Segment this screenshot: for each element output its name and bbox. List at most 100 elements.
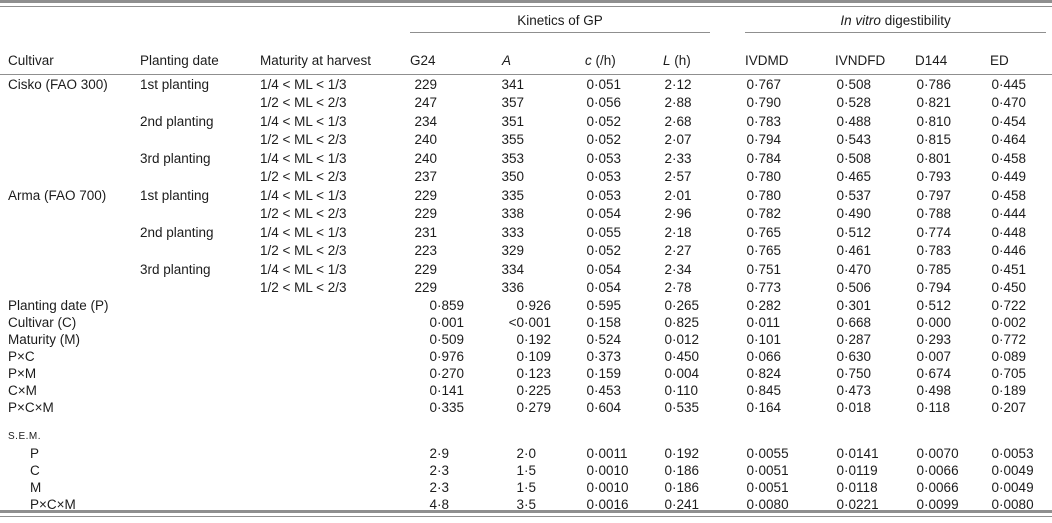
cell-ivdmd: 0·824	[746, 365, 782, 381]
column-header-ivdmd: IVDMD	[745, 33, 836, 75]
cell-planting-date	[140, 205, 260, 224]
cell-ivdmd: 0·794	[746, 132, 782, 147]
cell-g24: 234	[414, 113, 437, 129]
cell-c-per-h: 0·054	[586, 261, 622, 277]
group-header-invitro-cell: In vitro digestibility	[745, 7, 1052, 33]
table-bottom-rule-thin	[0, 516, 1052, 517]
cell-a: 0·192	[516, 331, 552, 347]
cell-d144: 0·007	[916, 348, 952, 364]
cell-cultivar	[0, 205, 140, 224]
row-label: P×C×M	[30, 496, 76, 512]
cell-g24: 0·141	[429, 382, 465, 398]
cell-g24: 240	[414, 132, 437, 147]
row-label: P	[30, 445, 40, 461]
cell-l-h: 0·110	[664, 382, 699, 398]
row-label: C	[30, 462, 40, 478]
cell-a: 3·5	[516, 496, 537, 512]
spanner-spacer	[0, 7, 410, 33]
cell-l-h: 2·01	[664, 187, 692, 203]
cell-a: 355	[501, 132, 524, 147]
cell-g24: 229	[414, 280, 437, 295]
cell-d144: 0·0099	[916, 496, 959, 512]
table-row: Planting date (P) 0·859 0·926 0·595 0·265 0·2…	[0, 297, 1052, 314]
cell-d144: 0·0066	[916, 462, 959, 478]
cell-l-h: 0·012	[664, 331, 700, 347]
cell-ivdmd: 0·0051	[746, 479, 789, 495]
row-label: Maturity (M)	[8, 331, 80, 347]
cell-planting-date	[140, 131, 260, 150]
cell-l-h: 2·68	[664, 113, 692, 129]
row-label: P×M	[8, 365, 37, 381]
cell-a: 341	[501, 76, 524, 92]
row-label: M	[30, 479, 42, 495]
cell-ivndfd: 0·461	[836, 243, 872, 258]
column-header-ed: ED	[990, 33, 1052, 75]
cell-a: 335	[501, 187, 524, 203]
cell-a: 351	[501, 113, 524, 129]
cell-planting-date	[140, 242, 260, 261]
cell-d144: 0·794	[916, 280, 952, 295]
cell-cultivar	[0, 131, 140, 150]
cell-c-per-h: 0·052	[586, 132, 622, 147]
cell-ivdmd: 0·0080	[746, 496, 789, 512]
cell-ivdmd: 0·011	[746, 314, 781, 330]
cell-ivndfd: 0·512	[836, 224, 872, 240]
cell-planting-date: 2nd planting	[140, 224, 214, 240]
cell-cultivar	[0, 279, 140, 298]
cell-a: 334	[501, 261, 524, 277]
table-top-rule-thick	[0, 0, 1052, 3]
cell-d144: 0·801	[916, 150, 952, 166]
cell-l-h: 0·192	[664, 445, 700, 461]
table-row: 1/2 < ML < 2/3 247 357 0·056 2·88 0·790 0·528 0…	[0, 94, 1052, 113]
cell-l-h: 2·18	[664, 224, 692, 240]
cell-ivdmd: 0·0051	[746, 462, 789, 478]
cell-ivdmd: 0·751	[746, 261, 782, 277]
cell-maturity: 1/4 < ML < 1/3	[260, 261, 347, 277]
group-header-kinetics-label: Kinetics of GP	[517, 12, 603, 28]
cell-c-per-h: 0·159	[586, 365, 622, 381]
cell-ivndfd: 0·506	[836, 280, 872, 295]
cell-ed: 0·470	[991, 95, 1027, 110]
cell-d144: 0·0070	[916, 445, 959, 461]
column-header-a: A	[490, 33, 585, 75]
cell-g24: 229	[414, 261, 437, 277]
cell-d144: 0·815	[916, 132, 952, 147]
cell-maturity: 1/2 < ML < 2/3	[260, 280, 347, 295]
cell-ivdmd: 0·765	[746, 243, 782, 258]
cell-a: 0·279	[516, 399, 552, 415]
cell-l-h: 2·88	[664, 95, 692, 110]
cell-d144: 0·512	[916, 297, 952, 313]
cell-maturity: 1/4 < ML < 1/3	[260, 224, 347, 240]
column-header-row: Cultivar Planting date Maturity at harvest…	[0, 33, 1052, 75]
cell-a: 350	[501, 169, 524, 184]
cell-ivdmd: 0·765	[746, 224, 782, 240]
cell-l-h: 2·12	[664, 76, 692, 92]
cell-ed: 0·089	[991, 348, 1027, 364]
column-header-d144: D144	[915, 33, 991, 75]
cell-ed: 0·458	[991, 187, 1027, 203]
cell-c-per-h: 0·053	[586, 150, 622, 166]
cell-d144: 0·821	[916, 95, 952, 110]
table-row: 3rd planting 1/4 < ML < 1/3 240 353 0·053 2·3…	[0, 149, 1052, 168]
cell-g24: 237	[414, 169, 437, 184]
cell-ivndfd: 0·537	[836, 187, 872, 203]
cell-c-per-h: 0·0010	[586, 462, 629, 478]
cell-planting-date	[140, 279, 260, 298]
cell-ivdmd: 0·066	[746, 348, 782, 364]
cell-ed: 0·444	[991, 206, 1027, 221]
table-row: P×C×M 4·8 3·5 0·0016 0·241 0·0080 0·0221 0·0099…	[0, 496, 1052, 513]
cell-planting-date	[140, 168, 260, 187]
cell-cultivar	[0, 168, 140, 187]
cell-g24: 4·8	[429, 496, 450, 512]
section-label: s.e.m.	[8, 431, 42, 442]
cell-c-per-h: 0·053	[586, 187, 622, 203]
cell-ivndfd: 0·508	[836, 150, 872, 166]
cell-planting-date: 2nd planting	[140, 113, 214, 129]
cell-ivndfd: 0·543	[836, 132, 872, 147]
cell-a: 1·5	[516, 462, 537, 478]
cell-ivdmd: 0·0055	[746, 445, 789, 461]
cell-d144: 0·0066	[916, 479, 959, 495]
cell-g24: 229	[414, 76, 437, 92]
cell-ivndfd: 0·287	[836, 331, 872, 347]
group-header-invitro-italic: In vitro	[840, 12, 881, 28]
